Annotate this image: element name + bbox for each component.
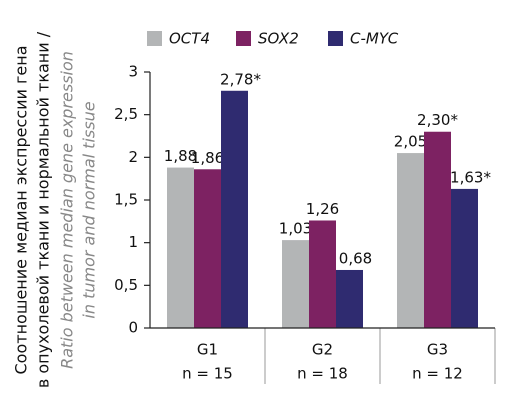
y-axis-label: in tumor and normal tissue	[80, 101, 99, 318]
value-label: 2,78*	[220, 70, 261, 88]
bar	[282, 240, 309, 328]
value-label: 1,63*	[450, 168, 491, 186]
y-axis-label: Соотношение медиан экспрессии гена	[12, 45, 31, 374]
x-tick-label: G1	[197, 341, 218, 359]
bar	[167, 167, 194, 328]
bar	[336, 269, 363, 328]
legend-label: OCT4	[169, 30, 210, 48]
category-note: n = 12	[412, 365, 463, 383]
y-tick-label: 2	[128, 148, 138, 166]
bar	[397, 153, 424, 328]
category-note: n = 18	[297, 365, 348, 383]
y-tick-label: 1,5	[114, 191, 138, 209]
x-tick-label: G2	[312, 341, 333, 359]
y-tick-label: 1	[128, 233, 138, 251]
y-tick-label: 3	[128, 63, 138, 81]
bar	[451, 188, 478, 328]
value-label: 1,86	[191, 149, 224, 167]
legend-label: C-MYC	[350, 30, 399, 48]
bar	[424, 131, 451, 328]
category-note: n = 15	[182, 365, 233, 383]
legend-label: SOX2	[258, 30, 299, 48]
value-label: 1,26	[306, 200, 339, 218]
legend-swatch	[147, 31, 162, 46]
value-label: 2,05	[394, 133, 427, 151]
bar	[309, 220, 336, 328]
value-label: 2,30*	[417, 111, 458, 129]
value-label: 1,88	[164, 147, 197, 165]
y-tick-label: 0,5	[114, 276, 138, 294]
value-label: 0,68	[339, 249, 372, 267]
bar	[221, 90, 248, 328]
y-tick-label: 0	[128, 319, 138, 337]
legend-swatch	[236, 31, 251, 46]
y-axis-label: Ratio between median gene expression	[58, 51, 77, 369]
bar	[194, 169, 221, 328]
legend-swatch	[328, 31, 343, 46]
y-axis-label: в опухолевой ткани и нормальной ткани /	[34, 31, 53, 388]
x-tick-label: G3	[427, 341, 448, 359]
value-label: 1,03	[279, 220, 312, 238]
y-tick-label: 2,5	[114, 105, 138, 123]
